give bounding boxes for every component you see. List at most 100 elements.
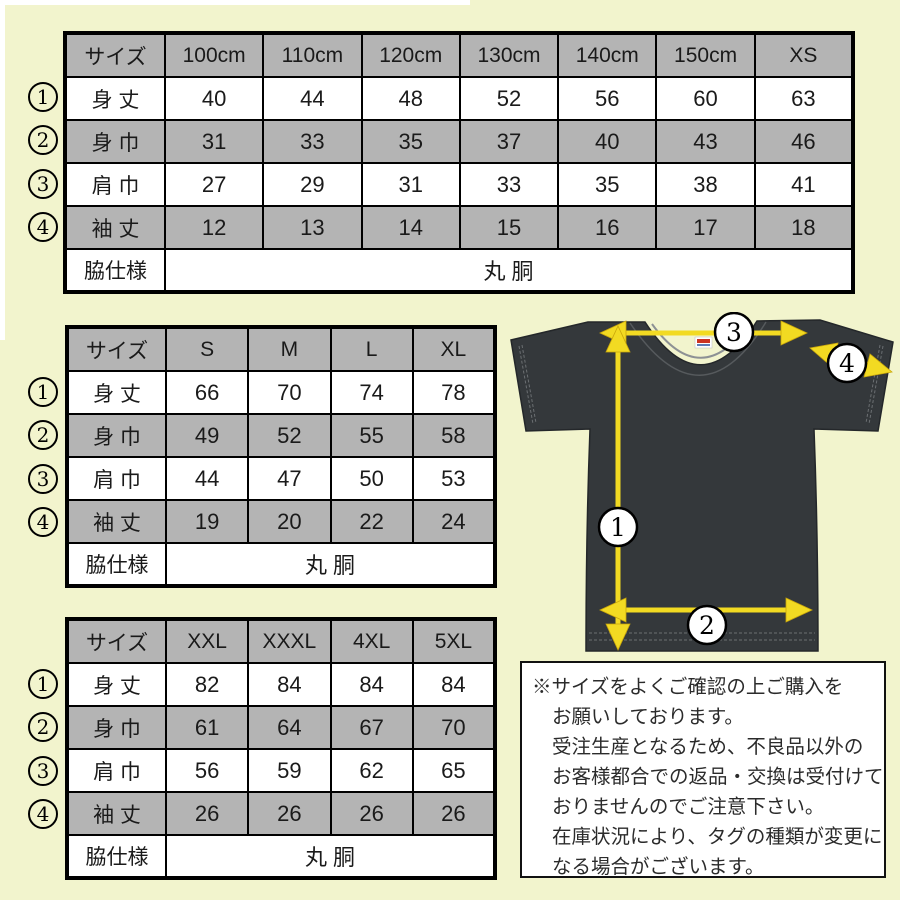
value-cell: 61 xyxy=(164,705,250,750)
row-marker-circle: 4 xyxy=(28,507,58,538)
value-cell: 63 xyxy=(753,76,855,121)
value-cell: 18 xyxy=(753,205,855,250)
body-length-arrow xyxy=(605,325,631,651)
value-cell: 49 xyxy=(164,413,250,458)
value-cell: 26 xyxy=(329,791,414,836)
footer-row: 脇仕様丸 胴 xyxy=(64,248,854,293)
table-row: 身 丈 66 70 74 78 xyxy=(66,370,497,415)
badge-body-length: 1 xyxy=(597,506,639,548)
row-marker-circle: 1 xyxy=(28,376,58,407)
table-row: 肩 巾 27 29 31 33 35 38 41 xyxy=(64,162,855,207)
value-cell: 44 xyxy=(164,456,250,501)
tshirt-graphic xyxy=(510,319,894,652)
row-label-cell: 身 丈 xyxy=(66,370,167,415)
right-sleeve-stitch xyxy=(865,344,884,425)
header-cell: サイズ xyxy=(66,326,167,372)
value-cell: 37 xyxy=(458,119,560,164)
row-marker-circle: 3 xyxy=(28,755,58,786)
value-cell: 84 xyxy=(411,662,497,707)
value-cell: 16 xyxy=(557,205,658,250)
table-row: 身 巾 61 64 67 70 xyxy=(66,705,497,750)
row-marker-slot: 1 xyxy=(26,75,60,119)
row-label-cell: 身 巾 xyxy=(66,413,167,458)
badge-body-width: 2 xyxy=(686,604,728,646)
header-cell: 5XL xyxy=(411,618,497,664)
table-row: 身 丈 40 44 48 52 56 60 63 xyxy=(64,76,855,121)
note-line: おりませんのでご注意下さい。 xyxy=(552,796,825,818)
value-cell: 35 xyxy=(360,119,461,164)
footer-value-cell: 丸 胴 xyxy=(164,248,854,293)
left-sleeve-stitch xyxy=(518,344,537,425)
size-table-large: サイズ XXL XXXL 4XL 5XL 身 丈 82 84 84 84 身 巾 61 64 67 70 肩 … xyxy=(65,617,497,880)
value-cell: 33 xyxy=(458,162,560,207)
purchase-note: ※サイズをよくご確認の上ご購入を お願いしております。 受注生産となるため、不良品以… xyxy=(520,661,886,878)
value-cell: 35 xyxy=(557,162,658,207)
value-cell: 44 xyxy=(262,76,363,121)
table-header: サイズ S M L XL xyxy=(66,326,497,372)
footer-value-cell: 丸 胴 xyxy=(165,542,496,587)
value-cell: 59 xyxy=(247,748,332,793)
value-cell: 43 xyxy=(655,119,756,164)
row-marker-slot: 1 xyxy=(26,370,60,414)
row-label-cell: 肩 巾 xyxy=(66,748,167,793)
row-marker-slot: 3 xyxy=(26,749,60,793)
value-cell: 22 xyxy=(329,499,414,544)
row-label-cell: 肩 巾 xyxy=(64,162,166,207)
note-line: お願いしております。 xyxy=(552,706,744,728)
value-cell: 64 xyxy=(247,705,332,750)
row-marker-circle: 3 xyxy=(28,463,58,494)
table-row: 身 巾 31 33 35 37 40 43 46 xyxy=(64,119,855,164)
svg-text:3: 3 xyxy=(726,318,742,347)
note-line: 在庫状況により、タグの種類が変更に xyxy=(552,826,883,848)
row-label-cell: 袖 丈 xyxy=(64,205,166,250)
table-row: 袖 丈 19 20 22 24 xyxy=(66,499,497,544)
value-cell: 52 xyxy=(458,76,560,121)
value-cell: 62 xyxy=(329,748,414,793)
value-cell: 26 xyxy=(164,791,250,836)
value-cell: 31 xyxy=(163,119,265,164)
size-table-adult: サイズ S M L XL 身 丈 66 70 74 78 身 巾 49 52 55 58 肩 巾 44 47 50 5… xyxy=(65,325,497,588)
row-marker-circle: 2 xyxy=(28,125,58,156)
value-cell: 13 xyxy=(262,205,363,250)
value-cell: 53 xyxy=(411,456,497,501)
table-row: 身 巾 49 52 55 58 xyxy=(66,413,497,458)
row-marker-circle: 4 xyxy=(28,212,58,243)
table-header: サイズ 100cm 110cm 120cm 130cm 140cm 150cm XS xyxy=(64,32,855,78)
row-marker-circle: 2 xyxy=(28,712,58,743)
row-marker-slot: 2 xyxy=(26,119,60,163)
value-cell: 84 xyxy=(247,662,332,707)
footer-label-cell: 脇仕様 xyxy=(64,248,166,293)
header-cell: XS xyxy=(753,32,855,78)
value-cell: 65 xyxy=(411,748,497,793)
header-cell: サイズ xyxy=(66,618,167,664)
row-markers-kids: 1 2 3 4 xyxy=(26,75,60,249)
table-header: サイズ XXL XXXL 4XL 5XL xyxy=(66,618,497,664)
row-marker-slot: 2 xyxy=(26,706,60,750)
value-cell: 78 xyxy=(411,370,497,415)
value-cell: 27 xyxy=(163,162,265,207)
value-cell: 58 xyxy=(411,413,497,458)
size-table-kids: サイズ 100cm 110cm 120cm 130cm 140cm 150cm XS 身 丈 40… xyxy=(63,31,855,294)
row-marker-slot: 4 xyxy=(26,501,60,545)
note-line: なる場合がございます。 xyxy=(552,856,765,878)
table-row: 袖 丈 12 13 14 15 16 17 18 xyxy=(64,205,855,250)
value-cell: 50 xyxy=(329,456,414,501)
value-cell: 74 xyxy=(329,370,414,415)
footer-value-cell: 丸 胴 xyxy=(165,834,496,879)
row-marker-circle: 3 xyxy=(28,168,58,199)
row-marker-slot: 4 xyxy=(26,206,60,250)
table-body: 身 丈 40 44 48 52 56 60 63 身 巾 31 33 35 37 40 43 46 肩 巾 27 2… xyxy=(64,76,855,293)
value-cell: 70 xyxy=(247,370,332,415)
scan-edge-top xyxy=(0,0,470,5)
measurement-badges: 1 2 3 4 xyxy=(597,312,868,646)
tshirt-measurement-diagram: 1 2 3 4 xyxy=(510,312,894,652)
value-cell: 40 xyxy=(557,119,658,164)
value-cell: 47 xyxy=(247,456,332,501)
table-body: 身 丈 82 84 84 84 身 巾 61 64 67 70 肩 巾 56 59 62 65 袖 丈 26 26… xyxy=(66,662,497,879)
header-cell: XXL xyxy=(164,618,250,664)
neck-tag xyxy=(694,336,713,349)
value-cell: 26 xyxy=(247,791,332,836)
value-cell: 84 xyxy=(329,662,414,707)
svg-text:4: 4 xyxy=(839,349,855,378)
